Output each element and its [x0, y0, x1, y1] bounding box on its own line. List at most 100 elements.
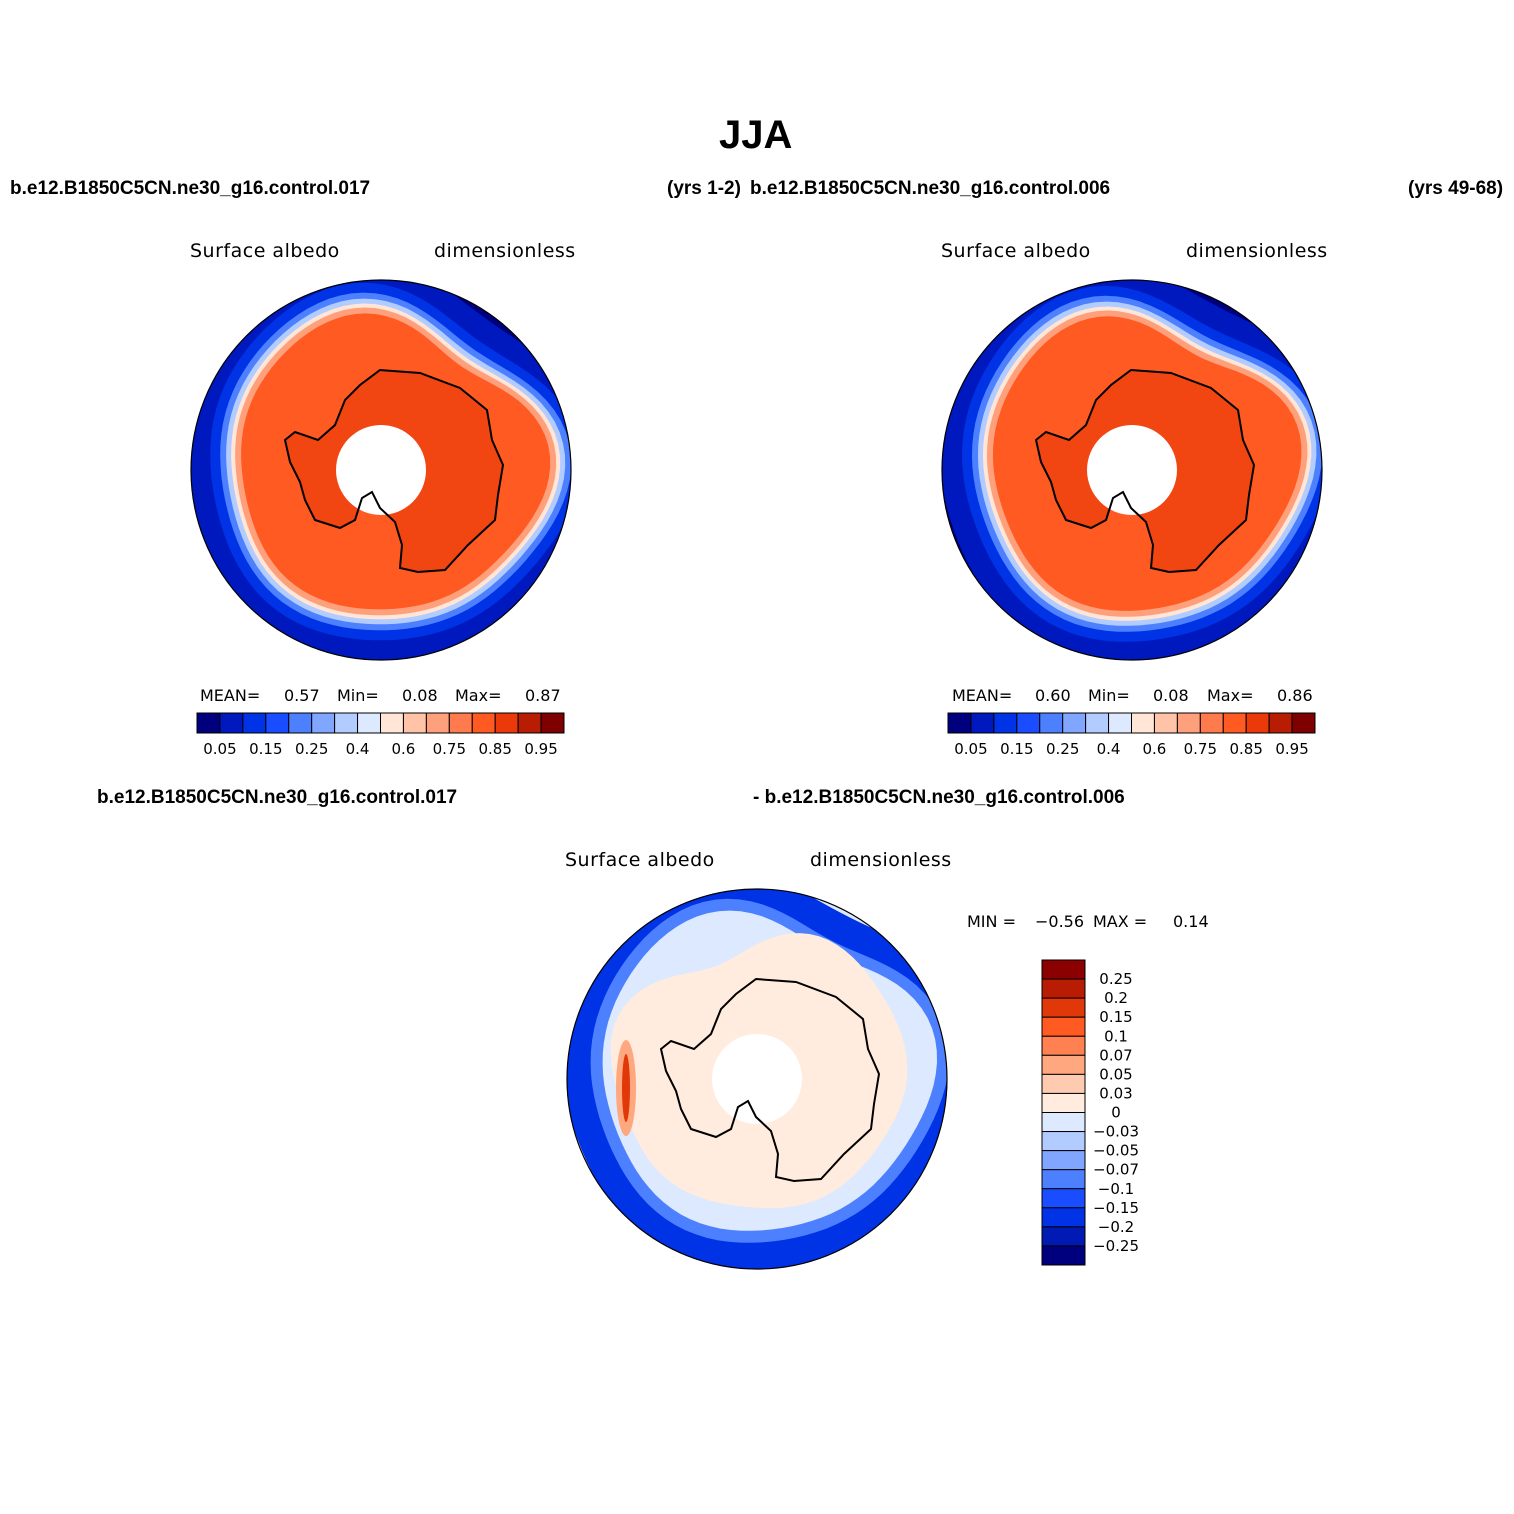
colorbar-box [494, 712, 519, 734]
colorbar-box [1041, 978, 1086, 999]
variable-label-2: Surface albedo [941, 240, 1091, 262]
colorbar-box [1176, 712, 1201, 734]
min-label-2: Min= [1088, 686, 1130, 705]
colorbar-box [1041, 1207, 1086, 1228]
colorbar-box [1062, 712, 1087, 734]
colorbar-box [1222, 712, 1247, 734]
colorbar-tick-label: 0.6 [392, 740, 416, 758]
figure-title: JJA [719, 113, 793, 157]
polar-hole [1087, 425, 1177, 515]
max-value-2: 0.86 [1277, 686, 1313, 705]
colorbar-box [1041, 1131, 1086, 1152]
colorbar-box [380, 712, 404, 734]
diff-label-2: - b.e12.B1850C5CN.ne30_g16.control.006 [753, 787, 1125, 808]
colorbar-tick-label: 0.25 [1046, 740, 1079, 758]
map-border [566, 888, 948, 1270]
polar-hole [712, 1034, 802, 1124]
mean-label-1: MEAN= [200, 686, 261, 705]
colorbar-tick-label: 0.95 [524, 740, 557, 758]
max-label-3: MAX = [1093, 912, 1148, 931]
coastline [283, 368, 505, 574]
years-label-1: (yrs 1-2) [667, 178, 741, 199]
units-label-2: dimensionless [1186, 240, 1328, 262]
polar-map-case-017 [190, 279, 572, 661]
colorbar-box [1041, 1016, 1086, 1037]
colorbar-box [219, 712, 244, 734]
colorbar-tick-label: 0.05 [203, 740, 236, 758]
mean-value-1: 0.57 [284, 686, 320, 705]
colorbar-tick-label: 0.4 [346, 740, 370, 758]
colorbar-box [357, 712, 381, 734]
coastline [659, 977, 881, 1183]
colorbar-box [1041, 959, 1086, 980]
colorbar-tick-label: 0.05 [1099, 1065, 1132, 1083]
min-value-3: −0.56 [1035, 912, 1085, 931]
colorbar-box [993, 712, 1018, 734]
colorbar-tick-label: −0.03 [1093, 1123, 1139, 1141]
units-label-1: dimensionless [434, 240, 576, 262]
polar-map-difference-svg [566, 888, 948, 1270]
colorbar-tick-label: 0.2 [1104, 989, 1128, 1007]
case-label-2: b.e12.B1850C5CN.ne30_g16.control.006 [750, 178, 1111, 199]
variable-label-3: Surface albedo [565, 849, 715, 871]
max-value-1: 0.87 [525, 686, 561, 705]
colorbar-box [1291, 712, 1316, 734]
colorbar-box [334, 712, 359, 734]
colorbar-box [1108, 712, 1132, 734]
colorbar-tick-label: 0.75 [433, 740, 466, 758]
colorbar-tick-label: −0.2 [1098, 1218, 1134, 1236]
units-label-3: dimensionless [810, 849, 952, 871]
colorbar-box [1153, 712, 1178, 734]
peninsula-positive-core [622, 1054, 630, 1122]
min-label-3: MIN = [967, 912, 1016, 931]
colorbar-tick-label: 0.15 [1000, 740, 1033, 758]
colorbar-box [311, 712, 336, 734]
colorbar-tick-label: 0.25 [295, 740, 328, 758]
max-value-3: 0.14 [1173, 912, 1209, 931]
colorbar-box [1085, 712, 1110, 734]
polar-map-case-006-svg [941, 279, 1323, 661]
colorbar-box [1041, 1245, 1086, 1266]
colorbar-box [1041, 1112, 1086, 1133]
colorbar-1: 0.05 0.15 0.25 0.4 0.6 0.75 0.85 0.95 [196, 712, 565, 758]
colorbar-box [1041, 1035, 1086, 1056]
colorbar-tick-label: 0.05 [954, 740, 987, 758]
polar-map-difference [566, 888, 948, 1270]
years-label-2: (yrs 49-68) [1408, 178, 1504, 199]
colorbar-tick-label: 0.4 [1097, 740, 1121, 758]
colorbar-3: 0.250.20.150.10.070.050.030−0.03−0.05−0.… [1041, 959, 1139, 1266]
colorbar-tick-label: 0.03 [1099, 1084, 1132, 1102]
colorbar-tick-label: −0.25 [1093, 1237, 1139, 1255]
mean-label-2: MEAN= [952, 686, 1013, 705]
colorbar-tick-label: 0.75 [1184, 740, 1217, 758]
colorbar-box [288, 712, 313, 734]
colorbar-tick-label: −0.05 [1093, 1142, 1139, 1160]
colorbar-box [517, 712, 542, 734]
colorbar-tick-label: −0.1 [1098, 1180, 1134, 1198]
colorbar-tick-label: 0.1 [1104, 1027, 1128, 1045]
colorbar-box [1016, 712, 1041, 734]
colorbar-box [425, 712, 450, 734]
colorbar-box [1041, 1226, 1086, 1247]
colorbar-box [471, 712, 496, 734]
polar-map-case-017-svg [190, 279, 572, 661]
case-label-1: b.e12.B1850C5CN.ne30_g16.control.017 [10, 178, 371, 199]
colorbar-tick-label: −0.15 [1093, 1199, 1139, 1217]
colorbar-box [1041, 1092, 1086, 1113]
colorbar-box [402, 712, 427, 734]
colorbar-box [1041, 1169, 1086, 1190]
colorbar-tick-label: 0.15 [249, 740, 282, 758]
colorbar-tick-label: 0.25 [1099, 970, 1132, 988]
colorbar-box [1041, 1150, 1086, 1171]
map-border [941, 279, 1323, 661]
diff-label-1: b.e12.B1850C5CN.ne30_g16.control.017 [97, 787, 458, 808]
colorbar-box [1041, 1054, 1086, 1075]
colorbar-box [448, 712, 473, 734]
variable-label-1: Surface albedo [190, 240, 340, 262]
colorbar-box [1041, 1073, 1086, 1094]
polar-hole [336, 425, 426, 515]
max-label-1: Max= [455, 686, 502, 705]
colorbar-box [1041, 1188, 1086, 1209]
coastline [1034, 368, 1256, 574]
colorbar-tick-label: 0.95 [1275, 740, 1308, 758]
